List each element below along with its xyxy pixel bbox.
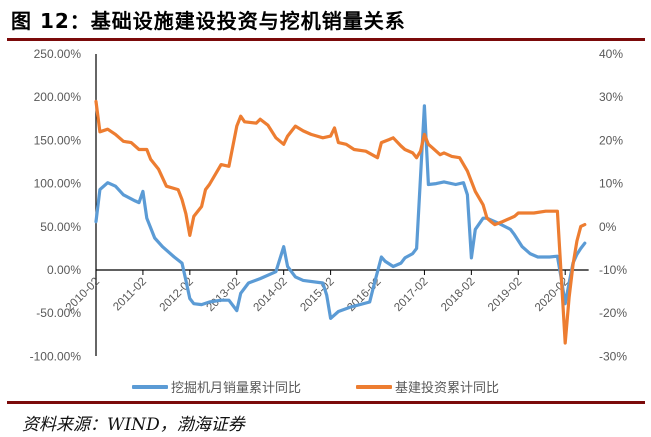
y-right-tick-label: 10% — [599, 177, 623, 191]
y-left-tick-label: 200.00% — [34, 90, 82, 104]
y-left-tick-label: 150.00% — [34, 133, 82, 147]
y-left-tick-label: -50.00% — [36, 306, 81, 320]
legend-item-excavator-sales: 挖掘机月销量累计同比 — [132, 377, 301, 396]
y-left-tick-label: -100.00% — [30, 349, 82, 363]
legend-item-infrastructure-investment: 基建投资累计同比 — [356, 377, 499, 396]
y-left-tick-label: 50.00% — [40, 220, 81, 234]
x-tick-label: 2019-02 — [486, 276, 524, 314]
legend-label: 挖掘机月销量累计同比 — [171, 381, 302, 396]
y-left-tick-label: 0.00% — [47, 263, 81, 277]
y-right-tick-label: 30% — [599, 90, 623, 104]
y-right-tick-label: 40% — [599, 47, 623, 61]
title-divider — [7, 38, 645, 41]
y-right-tick-label: -30% — [599, 349, 627, 363]
x-tick-label: 2011-02 — [111, 276, 149, 314]
y-right-tick-label: 0% — [599, 220, 617, 234]
legend-label: 基建投资累计同比 — [395, 381, 500, 396]
y-left-tick-label: 250.00% — [34, 47, 82, 61]
y-right-tick-label: 20% — [599, 133, 623, 147]
y-left-tick-label: 100.00% — [34, 177, 82, 191]
x-tick-label: 2017-02 — [392, 276, 430, 314]
y-right-tick-label: -10% — [599, 263, 627, 277]
data-source-note: 资料来源：WIND，渤海证券 — [22, 415, 245, 435]
y-right-tick-label: -20% — [599, 306, 627, 320]
chart-legend: 挖掘机月销量累计同比 基建投资累计同比 — [0, 377, 651, 397]
source-divider — [7, 401, 645, 404]
series-line-infrastructure-investment — [94, 99, 587, 345]
legend-swatch-orange — [356, 384, 392, 389]
x-tick-label: 2018-02 — [439, 276, 477, 314]
chart-title: 图 12：基础设施建设投资与挖机销量关系 — [11, 9, 406, 33]
series-line-excavator-sales — [94, 104, 587, 320]
legend-swatch-blue — [132, 384, 168, 389]
